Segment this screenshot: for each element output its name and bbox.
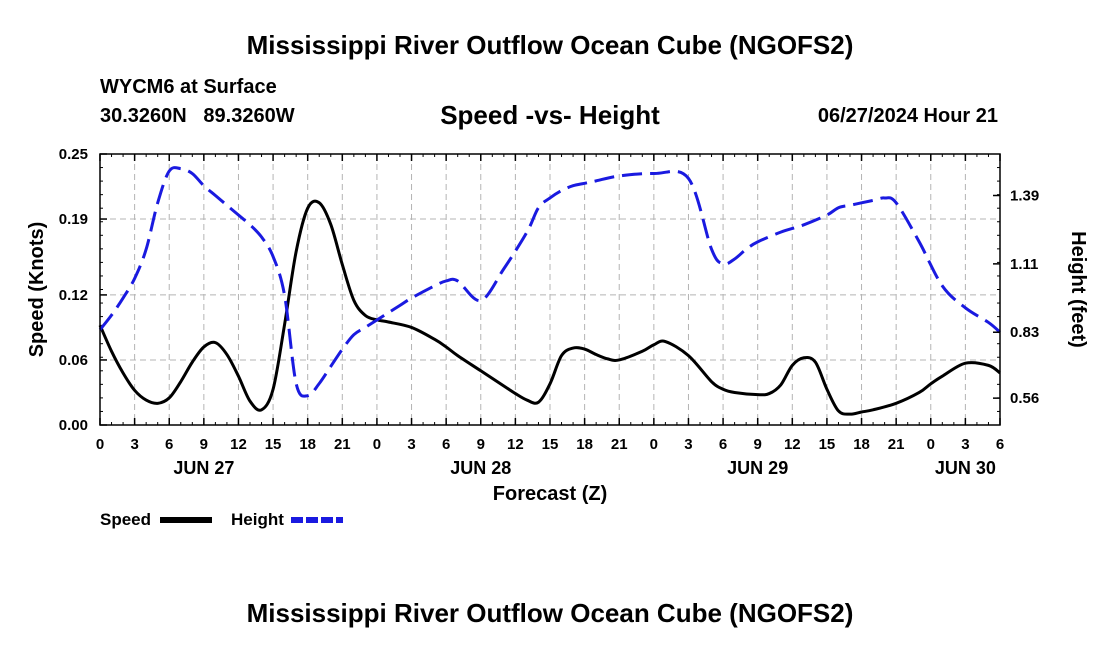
y-axis-label: Speed (Knots) [26, 222, 48, 358]
y-tick-label: 0.19 [59, 211, 88, 228]
y-tick-label: 0.00 [59, 417, 88, 434]
x-tick-label: 12 [230, 436, 247, 453]
x-tick-label: 0 [96, 436, 104, 453]
date-labels: JUN 27 JUN 28 JUN 29 JUN 30 [173, 458, 996, 478]
x-tick-label: 3 [684, 436, 692, 453]
chart-datetime: 06/27/2024 Hour 21 [817, 105, 998, 127]
series-line-speed [98, 199, 1001, 416]
x-tick-label: 21 [334, 436, 351, 453]
y-tick-label: 0.12 [59, 287, 88, 304]
x-tick-label: 15 [819, 436, 836, 453]
y2-axis-label: Height (feet) [1067, 231, 1089, 348]
y-axis-right: 0.56 0.83 1.11 1.39 [993, 188, 1039, 407]
x-tick-label: 3 [130, 436, 138, 453]
grid [100, 154, 1000, 425]
date-label: JUN 29 [727, 458, 788, 478]
x-tick-label: 18 [853, 436, 870, 453]
legend: Speed Height [100, 510, 343, 529]
date-label: JUN 28 [450, 458, 511, 478]
x-tick-label: 6 [996, 436, 1004, 453]
x-tick-label: 3 [407, 436, 415, 453]
x-axis: 0 3 6 9 12 15 18 21 0 3 6 9 12 15 18 21 0 3 6 9 12 15 18 21 0 3 6 [96, 154, 1004, 453]
x-tick-label: 0 [373, 436, 381, 453]
y2-tick-label: 1.39 [1010, 188, 1039, 205]
x-tick-label: 3 [961, 436, 969, 453]
main-title: Mississippi River Outflow Ocean Cube (NG… [246, 30, 854, 60]
series-layer [98, 166, 1001, 416]
x-tick-label: 6 [165, 436, 173, 453]
chart-title: Speed -vs- Height [440, 100, 660, 130]
legend-speed-label: Speed [100, 510, 151, 529]
y-tick-label: 0.06 [59, 352, 88, 369]
x-tick-label: 12 [507, 436, 524, 453]
y2-tick-label: 0.56 [1010, 390, 1039, 407]
x-tick-label: 6 [442, 436, 450, 453]
x-tick-label: 9 [754, 436, 762, 453]
x-axis-label: Forecast (Z) [493, 483, 607, 505]
x-tick-label: 6 [719, 436, 727, 453]
y2-tick-label: 1.11 [1010, 256, 1038, 273]
date-label: JUN 27 [173, 458, 234, 478]
x-tick-label: 18 [576, 436, 593, 453]
x-tick-label: 9 [200, 436, 208, 453]
x-tick-label: 15 [265, 436, 282, 453]
footer-title: Mississippi River Outflow Ocean Cube (NG… [246, 598, 854, 628]
date-label: JUN 30 [935, 458, 996, 478]
x-tick-label: 9 [477, 436, 485, 453]
x-tick-label: 21 [888, 436, 905, 453]
station-coords: 30.3260N 89.3260W [100, 105, 295, 127]
x-tick-label: 0 [650, 436, 658, 453]
x-tick-label: 12 [784, 436, 801, 453]
x-tick-label: 18 [299, 436, 316, 453]
y-axis-left: 0.00 0.06 0.12 0.19 0.25 [59, 146, 107, 434]
legend-height-label: Height [231, 510, 284, 529]
y2-tick-label: 0.83 [1010, 324, 1039, 341]
y-tick-label: 0.25 [59, 146, 88, 163]
x-tick-label: 0 [927, 436, 935, 453]
x-tick-label: 15 [542, 436, 559, 453]
station-name: WYCM6 at Surface [100, 76, 277, 98]
series-line-height [98, 166, 1001, 398]
x-tick-label: 21 [611, 436, 628, 453]
